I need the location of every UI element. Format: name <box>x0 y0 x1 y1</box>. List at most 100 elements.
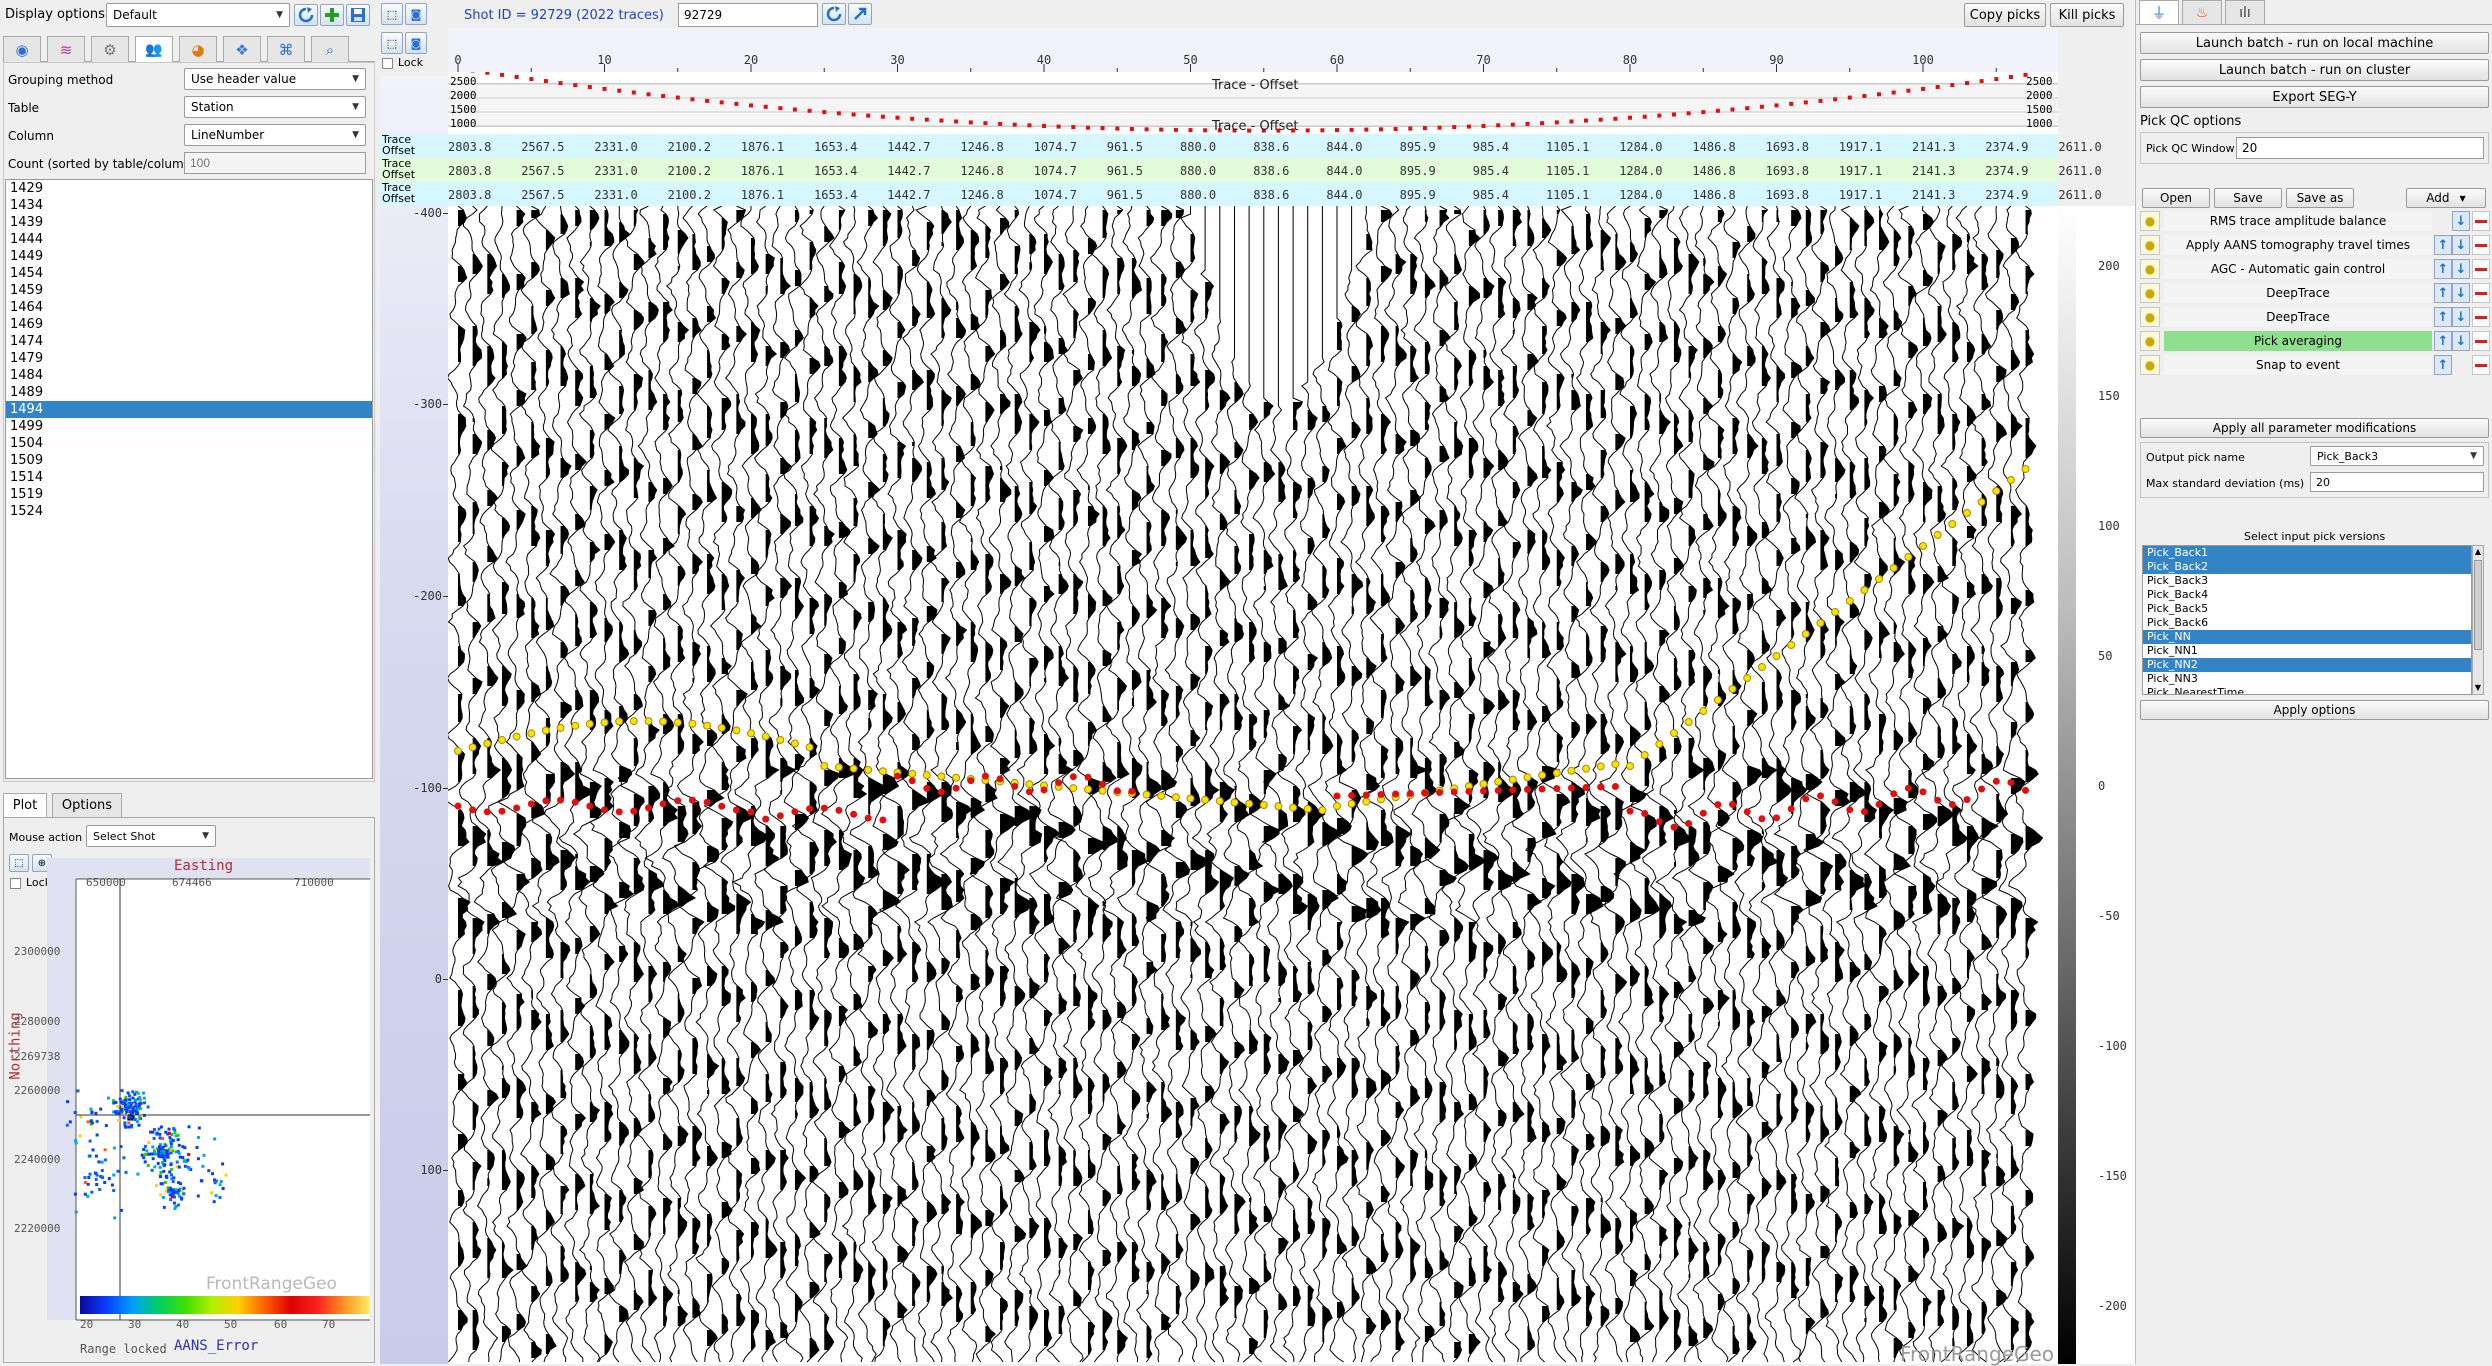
move-down-arrow-icon[interactable]: ↓ <box>2452 331 2470 351</box>
list-item[interactable]: 1444 <box>10 232 44 247</box>
kill-picks-button[interactable]: Kill picks <box>2050 3 2124 27</box>
move-down-arrow-icon[interactable]: ↓ <box>2452 307 2470 327</box>
save-display-button[interactable] <box>346 4 370 26</box>
move-up-arrow-icon[interactable]: ↑ <box>2434 331 2452 351</box>
grouping-method-select[interactable]: Use header value ▼ <box>184 68 366 90</box>
list-item[interactable]: 1449 <box>10 249 44 264</box>
tab-group[interactable]: 👥 <box>135 36 173 62</box>
tab-search[interactable]: ⌕ <box>311 36 349 62</box>
launch-local-button[interactable]: Launch batch - run on local machine <box>2140 32 2489 54</box>
list-item[interactable]: 1454 <box>10 266 44 281</box>
lock-checkbox[interactable] <box>10 878 21 889</box>
lightbulb-icon[interactable]: ● <box>2140 355 2160 375</box>
list-item[interactable]: 1479 <box>10 351 44 366</box>
flow-step-name[interactable]: AGC - Automatic gain control <box>2164 259 2432 279</box>
add-flow-button[interactable]: Add ▼ <box>2406 188 2486 208</box>
tab-network[interactable]: ⌘ <box>267 36 305 62</box>
flow-step[interactable]: ● DeepTrace ↑ ↓ <box>2140 282 2490 304</box>
map-plot[interactable] <box>4 850 376 1364</box>
list-item[interactable]: 1459 <box>10 283 44 298</box>
list-item[interactable]: 1464 <box>10 300 44 315</box>
max-std-input[interactable]: 20 <box>2310 472 2484 492</box>
pick-version-item[interactable]: Pick_Back2 <box>2143 560 2471 574</box>
display-options-select[interactable]: Default ▼ <box>106 3 290 27</box>
lightbulb-icon[interactable]: ● <box>2140 211 2160 231</box>
header-camera-button[interactable]: ◙ <box>405 32 427 54</box>
flow-step[interactable]: ● RMS trace amplitude balance ↓ <box>2140 210 2490 232</box>
value-list[interactable]: 1429 1434 1439 1444 1449 1454 1459 1464 1469 1474… <box>5 179 373 779</box>
seismic-gather[interactable] <box>448 206 2058 1364</box>
flow-step-name[interactable]: Pick averaging <box>2164 331 2432 351</box>
remove-step-icon[interactable] <box>2472 283 2490 303</box>
move-down-arrow-icon[interactable]: ↓ <box>2452 235 2470 255</box>
tab-layers[interactable]: ❖ <box>223 36 261 62</box>
tab-fire[interactable]: ♨ <box>2182 0 2222 24</box>
pick-version-item[interactable]: Pick_NN2 <box>2143 658 2471 672</box>
column-select[interactable]: LineNumber ▼ <box>184 124 366 146</box>
list-item[interactable]: 1429 <box>10 181 44 196</box>
flow-step[interactable]: ● DeepTrace ↑ ↓ <box>2140 306 2490 328</box>
list-item[interactable]: 1509 <box>10 453 44 468</box>
pick-version-item[interactable]: Pick_Back1 <box>2143 546 2471 560</box>
remove-step-icon[interactable] <box>2472 235 2490 255</box>
scroll-up-arrow[interactable]: ▲ <box>2474 547 2482 556</box>
flow-step-name[interactable]: DeepTrace <box>2164 283 2432 303</box>
flow-step-name[interactable]: RMS trace amplitude balance <box>2164 211 2432 231</box>
pick-version-item[interactable]: Pick_Back5 <box>2147 602 2209 615</box>
flow-step-name[interactable]: DeepTrace <box>2164 307 2432 327</box>
output-pick-select[interactable]: Pick_Back3 ▼ <box>2310 446 2484 466</box>
move-down-arrow-icon[interactable]: ↓ <box>2452 211 2470 231</box>
pick-version-item[interactable]: Pick_NN <box>2143 630 2471 644</box>
lightbulb-icon[interactable]: ● <box>2140 235 2160 255</box>
open-shot-button[interactable] <box>848 3 872 25</box>
list-item[interactable]: 1434 <box>10 198 44 213</box>
scroll-down-arrow[interactable]: ▼ <box>2474 683 2482 692</box>
tab-options[interactable]: Options <box>52 793 122 817</box>
tab-plot[interactable]: Plot <box>3 793 47 817</box>
list-item[interactable]: 1439 <box>10 215 44 230</box>
remove-step-icon[interactable] <box>2472 259 2490 279</box>
export-segy-button[interactable]: Export SEG-Y <box>2140 86 2489 108</box>
flow-step[interactable]: ● AGC - Automatic gain control ↑ ↓ <box>2140 258 2490 280</box>
refresh-display-button[interactable] <box>294 4 318 26</box>
remove-step-icon[interactable] <box>2472 331 2490 351</box>
list-item[interactable]: 1514 <box>10 470 44 485</box>
list-item[interactable]: 1489 <box>10 385 44 400</box>
center-select-button[interactable]: ⬚ <box>381 3 403 25</box>
tab-filter[interactable]: ⏚ <box>2139 0 2179 24</box>
move-up-arrow-icon[interactable]: ↑ <box>2434 235 2452 255</box>
map-select-button[interactable]: ⬚ <box>9 854 29 872</box>
scroll-thumb[interactable] <box>2474 560 2482 650</box>
pick-version-list[interactable]: Pick_Back1 Pick_Back2 Pick_Back3 Pick_Back4… <box>2142 545 2472 695</box>
pick-version-item[interactable]: Pick_Back6 <box>2147 616 2209 629</box>
list-item[interactable]: 1519 <box>10 487 44 502</box>
pick-qc-window-input[interactable]: 20 <box>2236 137 2484 159</box>
copy-picks-button[interactable]: Copy picks <box>1964 3 2046 27</box>
launch-cluster-button[interactable]: Launch batch - run on cluster <box>2140 59 2489 81</box>
center-lock-checkbox[interactable] <box>382 58 393 69</box>
pick-version-item[interactable]: Pick_NN1 <box>2147 644 2198 657</box>
remove-step-icon[interactable] <box>2472 211 2490 231</box>
save-flow-button[interactable]: Save <box>2214 188 2282 208</box>
save-as-flow-button[interactable]: Save as <box>2286 188 2354 208</box>
refresh-shot-button[interactable] <box>822 3 846 25</box>
lightbulb-icon[interactable]: ● <box>2140 331 2160 351</box>
pick-version-item[interactable]: Pick_Back3 <box>2147 574 2209 587</box>
tab-traces[interactable]: ≋ <box>47 36 85 62</box>
list-item[interactable]: 1524 <box>10 504 44 519</box>
tab-globe[interactable]: ◉ <box>3 36 41 62</box>
list-item[interactable]: 1474 <box>10 334 44 349</box>
move-up-arrow-icon[interactable]: ↑ <box>2434 355 2452 375</box>
flow-step[interactable]: ● Apply AANS tomography travel times ↑ ↓ <box>2140 234 2490 256</box>
list-item[interactable]: 1504 <box>10 436 44 451</box>
lightbulb-icon[interactable]: ● <box>2140 259 2160 279</box>
list-item[interactable]: 1484 <box>10 368 44 383</box>
move-up-arrow-icon[interactable]: ↑ <box>2434 259 2452 279</box>
list-item[interactable]: 1494 <box>6 401 372 418</box>
pick-version-item[interactable]: Pick_NN3 <box>2147 672 2198 685</box>
remove-step-icon[interactable] <box>2472 307 2490 327</box>
list-item[interactable]: 1469 <box>10 317 44 332</box>
move-down-arrow-icon[interactable]: ↓ <box>2452 259 2470 279</box>
pick-list-scrollbar[interactable]: ▲ ▼ <box>2472 545 2484 695</box>
tab-gear[interactable]: ⚙ <box>91 36 129 62</box>
